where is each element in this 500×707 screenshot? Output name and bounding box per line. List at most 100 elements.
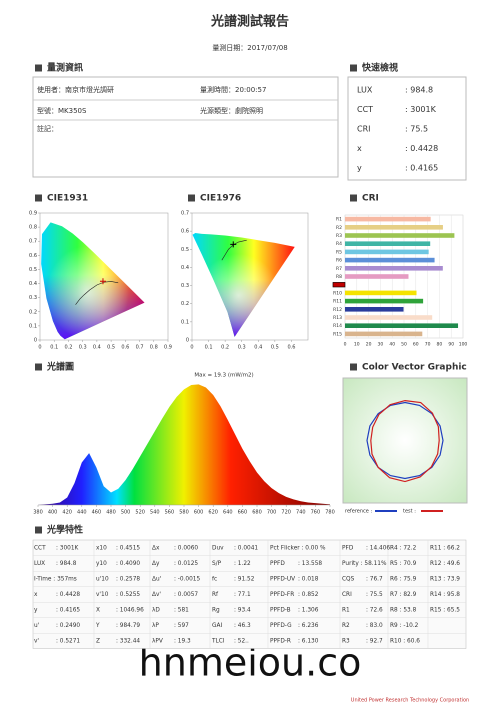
table-cell: : 91.52	[234, 577, 255, 583]
table-cell: S/P	[212, 561, 222, 567]
table-cell: : 46.3	[234, 623, 251, 629]
info-note: 註記：	[37, 124, 58, 133]
section-header: CIE1931	[47, 194, 88, 204]
x-tick-label: 0.6	[287, 345, 295, 351]
bar	[345, 257, 435, 263]
header-icon	[188, 194, 195, 202]
x-tick-label: 20	[366, 342, 372, 348]
table-cell: : 52..	[234, 639, 249, 645]
table-frame	[32, 539, 467, 649]
y-tick-label: 0	[186, 338, 189, 344]
table-cell: TLCI	[211, 639, 225, 645]
table-cell: Δx	[152, 546, 160, 552]
bar	[345, 298, 424, 304]
table-cell: : 83.0	[366, 623, 383, 629]
table-cell: R7 : 82.9	[390, 592, 417, 598]
table-cell: : 0.852	[298, 592, 319, 598]
table-cell: R3	[342, 639, 350, 645]
planck-curve	[75, 281, 119, 305]
table-cell: λD	[152, 608, 160, 614]
table-cell: R5 : 70.9	[390, 561, 417, 567]
x-tick-label: 580	[179, 510, 189, 516]
x-tick-label: 560	[165, 510, 175, 516]
company: United Power Research Technology Corpora…	[351, 698, 469, 704]
table-cell: y10	[96, 561, 107, 567]
x-tick-label: 100	[459, 342, 468, 348]
table-cell: I-Time : 357ms	[34, 577, 77, 583]
point	[230, 241, 237, 248]
table-cell: Rg	[212, 608, 220, 614]
table-cell: PPFD-G	[270, 623, 292, 629]
x-tick-label: 50	[401, 342, 407, 348]
table-cell: : 0.018	[298, 577, 319, 583]
table-cell: Z	[96, 639, 100, 645]
section-header: 快速檢視	[362, 62, 398, 74]
plot-frame	[191, 212, 309, 341]
y-tick-label: 0.2	[181, 301, 189, 307]
y-tick-label: 0.1	[181, 319, 189, 325]
table-cell: : 597	[174, 623, 189, 629]
x-tick-label: 0.2	[64, 345, 72, 351]
header-icon	[35, 363, 42, 371]
bar	[345, 290, 417, 296]
category-label: R10	[333, 290, 342, 296]
quick-label: LUX	[357, 86, 373, 95]
table-cell: λPV	[152, 639, 163, 645]
bar	[345, 233, 455, 238]
table-cell: PPFD-FR	[270, 592, 294, 598]
y-tick-label: 0	[34, 338, 37, 344]
quick-value: : 0.4165	[405, 164, 438, 173]
y-tick-label: 0.4	[181, 265, 189, 271]
table-cell: R1	[342, 608, 350, 614]
header-icon	[350, 194, 357, 202]
bar	[345, 249, 429, 255]
table-cell: : 13.558	[298, 561, 322, 567]
table-cell: : 984.8	[56, 561, 77, 567]
y-tick-label: 0.3	[29, 295, 37, 301]
table-cell: : 1046.96	[116, 608, 144, 614]
bar	[345, 315, 433, 320]
x-tick-label: 720	[281, 510, 291, 516]
table-cell: Rf	[212, 592, 219, 598]
table-cell: Purity : 58.11%	[342, 561, 387, 567]
table-cell: : 0.0125	[174, 561, 198, 567]
plot-frame	[39, 212, 169, 341]
table-cell: PFD	[342, 546, 354, 552]
header-icon	[350, 363, 357, 371]
table-cell: Δu'	[152, 577, 162, 583]
category-label: R3	[336, 233, 342, 239]
table-cell: : 6.236	[298, 623, 319, 629]
locus	[41, 222, 145, 340]
vector-box	[342, 377, 468, 504]
x-tick-label: 0.1	[50, 345, 58, 351]
bar	[345, 331, 423, 337]
table-cell: : 332.44	[116, 639, 140, 645]
table-cell: v'10	[96, 592, 109, 598]
table-cell: R6 : 75.9	[390, 577, 417, 583]
table-cell: Δv'	[152, 592, 161, 598]
header-icon	[35, 526, 42, 534]
table-cell: : 0.5255	[116, 592, 140, 598]
table-cell: : 72.6	[366, 608, 383, 614]
quick-value: : 0.4428	[405, 144, 438, 153]
x-tick-label: 780	[325, 510, 335, 516]
table-cell: LUX	[34, 561, 45, 567]
table-cell: u'	[34, 623, 40, 629]
x-tick-label: 0.8	[150, 345, 158, 351]
x-tick-label: 10	[354, 342, 360, 348]
table-cell: x	[34, 592, 38, 598]
table-cell: : 1.306	[298, 608, 319, 614]
y-tick-label: 0.3	[181, 283, 189, 289]
y-tick-label: 0.7	[29, 239, 37, 245]
x-tick-label: 760	[311, 510, 321, 516]
category-label: R7	[336, 266, 342, 272]
table-cell: : 0.2578	[116, 577, 140, 583]
x-tick-label: 70	[425, 342, 431, 348]
table-cell: : 75.5	[366, 592, 383, 598]
table-cell: : 0.0057	[174, 592, 198, 598]
table-cell: R14 : 95.8	[430, 592, 460, 598]
table-cell: : 0.4428	[56, 592, 80, 598]
table-cell: R15 : 65.5	[430, 608, 460, 614]
category-label: R8	[336, 274, 342, 280]
category-label: R14	[333, 323, 342, 329]
